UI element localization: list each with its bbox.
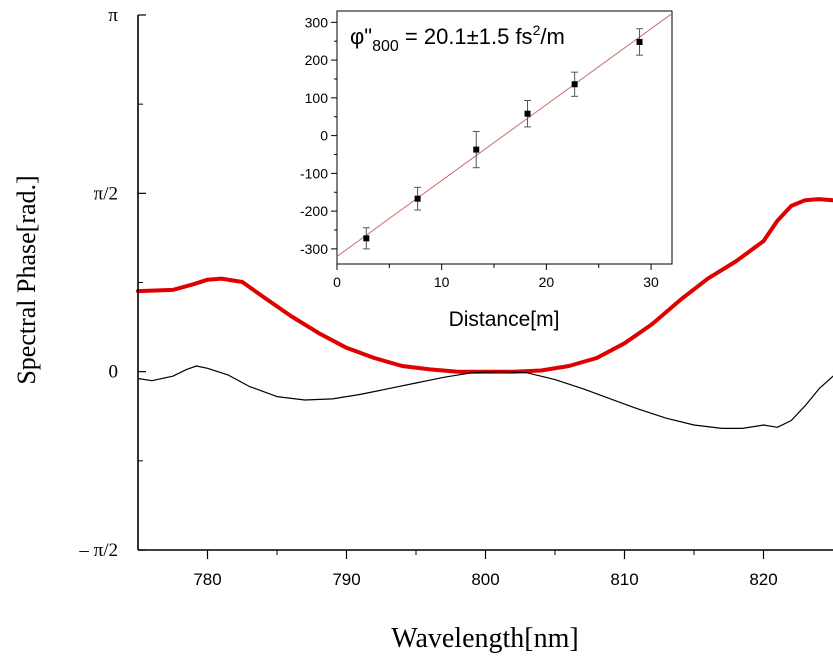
main-x-tick-label: 800 (471, 570, 499, 589)
main-y-tick-label: – π/2 (78, 540, 118, 561)
inset-y-tick-label: 200 (305, 52, 329, 68)
main-y-ticks: – π/2 0 π/2 π (78, 5, 146, 561)
inset-points-layer (362, 28, 644, 250)
inset-data-point (636, 28, 644, 56)
main-series-layer (136, 197, 833, 429)
inset-point-marker (473, 146, 480, 153)
inset-annotation-subscript: 800 (372, 38, 399, 55)
main-series-black-line (137, 365, 833, 429)
inset-annotation-suffix: /m (540, 24, 564, 49)
inset-point-marker (363, 235, 370, 242)
inset-data-point (472, 130, 480, 169)
main-y-tick-label: π/2 (94, 183, 118, 204)
inset-point-marker (636, 38, 643, 45)
inset-x-axis-label: Distance[m] (449, 308, 560, 331)
inset-y-tick-label: -300 (300, 241, 328, 257)
main-y-tick-label: π (108, 5, 118, 26)
main-y-tick-label: 0 (109, 362, 119, 383)
main-x-tick-label: 790 (332, 570, 360, 589)
inset-y-tick-label: 0 (320, 128, 328, 144)
main-x-tick-label: 810 (610, 570, 638, 589)
main-y-axis-label: Spectral Phase[rad.] (12, 175, 41, 384)
inset-y-ticks: -300 -200 -100 0 100 200 300 (300, 14, 337, 257)
inset-x-ticks: 0 10 20 30 (333, 264, 659, 290)
inset-annotation-value: = 20.1±1.5 fs (399, 24, 533, 49)
inset-y-tick-label: 100 (305, 90, 329, 106)
inset-x-tick-label: 20 (539, 274, 555, 290)
main-x-tick-label: 780 (193, 570, 221, 589)
inset-annotation: φ"800 = 20.1±1.5 fs2/m (350, 22, 565, 55)
inset-data-point (524, 99, 532, 128)
inset-data-point (414, 186, 422, 211)
inset-point-marker (571, 81, 578, 88)
inset-x-tick-label: 0 (333, 274, 341, 290)
inset-y-tick-label: -200 (300, 203, 328, 219)
inset-annotation-superscript: 2 (533, 22, 541, 38)
main-x-axis-label: Wavelength[nm] (391, 623, 578, 654)
main-series-red-line (136, 197, 833, 374)
inset-frame (336, 10, 673, 265)
inset-fit-layer (336, 13, 673, 257)
inset-point-marker (414, 195, 421, 202)
main-chart: 780 790 800 810 820 – π/2 0 π/2 π Wavelength[nm… (12, 5, 833, 654)
inset-fit-line (336, 13, 673, 257)
inset-x-tick-label: 10 (434, 274, 450, 290)
inset-chart: 0 10 20 30 -300 -200 -100 0 100 200 300 φ"800 = 2… (300, 10, 673, 331)
inset-y-tick-label: 300 (305, 14, 329, 30)
inset-data-point (362, 227, 370, 250)
inset-annotation-prefix: φ" (350, 24, 372, 49)
inset-y-tick-label: -100 (300, 165, 328, 181)
inset-x-tick-label: 30 (643, 274, 659, 290)
inset-data-point (571, 71, 579, 97)
main-x-tick-label: 820 (749, 570, 777, 589)
inset-point-marker (524, 110, 531, 117)
main-x-ticks: 780 790 800 810 820 (193, 550, 778, 589)
